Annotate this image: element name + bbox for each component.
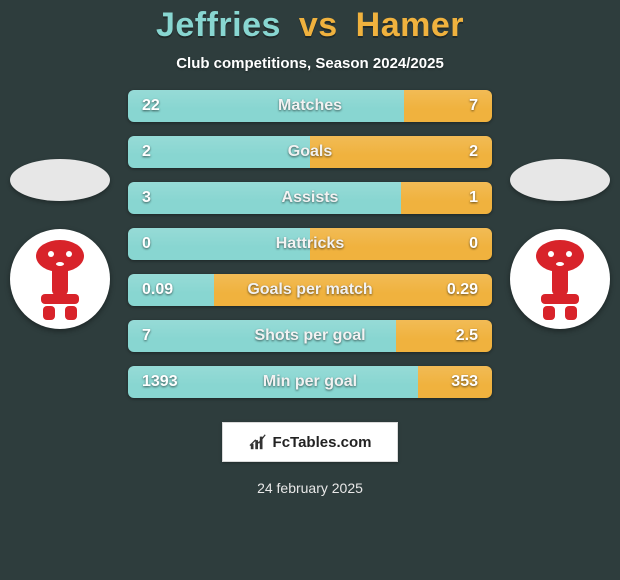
stat-label: Goals per match <box>128 274 492 306</box>
player2-club-badge <box>510 229 610 329</box>
club-crest-icon <box>521 234 599 324</box>
player1-ellipse <box>10 159 110 201</box>
stat-bar: 72.5Shots per goal <box>128 320 492 352</box>
fctables-logo[interactable]: FcTables.com <box>222 422 398 462</box>
page-title: Jeffries vs Hamer <box>156 6 464 45</box>
content-wrapper: Jeffries vs Hamer Club competitions, Sea… <box>0 0 620 580</box>
stat-bars: 227Matches 22Goals 31Assists 00Hattricks 0.0… <box>128 90 492 398</box>
player2-ellipse <box>510 159 610 201</box>
club-crest-icon <box>21 234 99 324</box>
player1-club-badge <box>10 229 110 329</box>
stat-bar: 31Assists <box>128 182 492 214</box>
date: 24 february 2025 <box>257 480 363 496</box>
stat-bar: 00Hattricks <box>128 228 492 260</box>
chart-icon <box>249 433 267 451</box>
left-side <box>10 159 110 329</box>
stat-label: Min per goal <box>128 366 492 398</box>
main-row: 227Matches 22Goals 31Assists 00Hattricks 0.0… <box>0 90 620 398</box>
title-vs: vs <box>299 6 338 44</box>
stat-label: Assists <box>128 182 492 214</box>
stat-label: Goals <box>128 136 492 168</box>
logo-text: FcTables.com <box>273 434 372 451</box>
stat-label: Matches <box>128 90 492 122</box>
title-player1: Jeffries <box>156 6 281 44</box>
right-side <box>510 159 610 329</box>
stat-label: Shots per goal <box>128 320 492 352</box>
stat-bar: 0.090.29Goals per match <box>128 274 492 306</box>
subtitle: Club competitions, Season 2024/2025 <box>176 55 444 72</box>
stat-bar: 1393353Min per goal <box>128 366 492 398</box>
stat-bar: 22Goals <box>128 136 492 168</box>
stat-bar: 227Matches <box>128 90 492 122</box>
stat-label: Hattricks <box>128 228 492 260</box>
title-player2: Hamer <box>356 6 464 44</box>
